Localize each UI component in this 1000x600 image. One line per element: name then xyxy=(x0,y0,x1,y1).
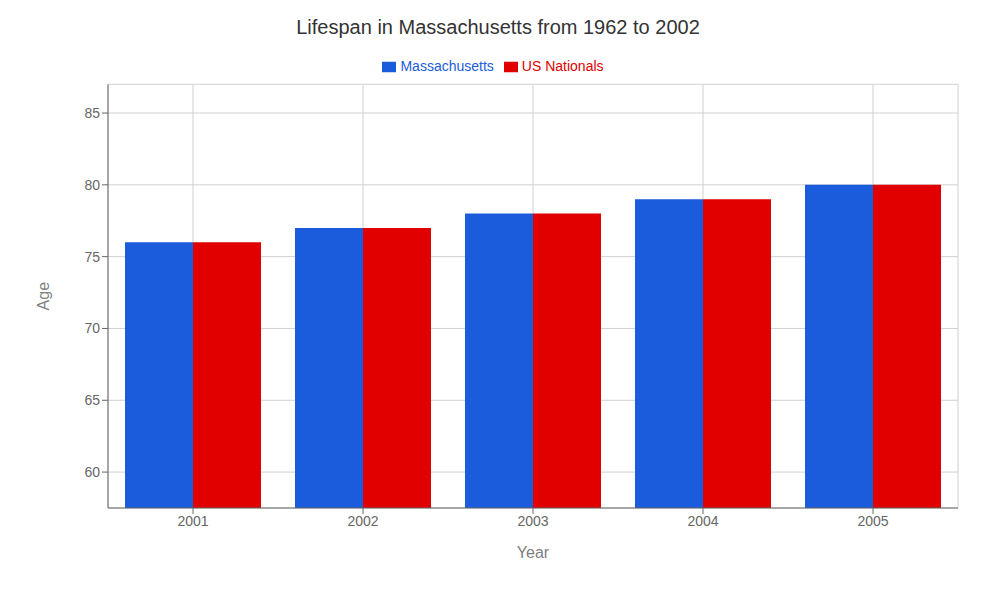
svg-text:2002: 2002 xyxy=(347,513,378,529)
svg-text:80: 80 xyxy=(84,177,100,193)
html-text:Massachusetts: Massachusetts xyxy=(400,58,494,74)
svg-text:60: 60 xyxy=(84,464,100,480)
svg-text:2003: 2003 xyxy=(517,513,548,529)
svg-text:2004: 2004 xyxy=(687,513,718,529)
svg-text:75: 75 xyxy=(84,249,100,265)
html-text:Lifespan in Massachusetts from: Lifespan in Massachusetts from 1962 to 2… xyxy=(296,16,700,38)
svg-text:2005: 2005 xyxy=(857,513,888,529)
svg-text:85: 85 xyxy=(84,105,100,121)
svg-text:65: 65 xyxy=(84,392,100,408)
svg-text:Age: Age xyxy=(35,282,52,311)
svg-text:Year: Year xyxy=(517,544,550,561)
svg-text:70: 70 xyxy=(84,320,100,336)
svg-text:2001: 2001 xyxy=(177,513,208,529)
html-text:US Nationals: US Nationals xyxy=(521,58,604,74)
